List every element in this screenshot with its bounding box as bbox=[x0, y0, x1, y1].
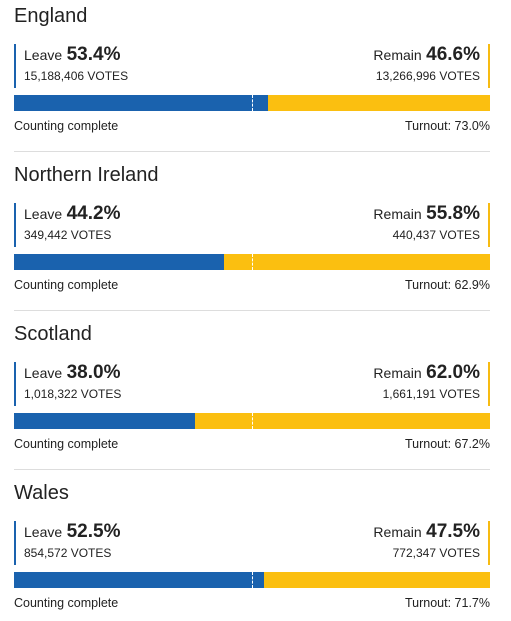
remain-percent: 46.6% bbox=[426, 44, 480, 65]
region-section: Wales Leave 52.5% 854,572 VOTES Remain 47.5… bbox=[0, 477, 511, 621]
remain-segment bbox=[268, 95, 490, 111]
leave-headline: Leave 52.5% bbox=[24, 521, 120, 543]
leave-headline: Leave 53.4% bbox=[24, 44, 128, 66]
leave-segment bbox=[14, 95, 269, 111]
region-name: England bbox=[14, 5, 88, 27]
leave-votes: 349,442 VOTES bbox=[24, 228, 112, 242]
leave-segment bbox=[14, 413, 195, 429]
remain-votes: 1,661,191 VOTES bbox=[382, 387, 480, 401]
leave-percent: 44.2% bbox=[66, 203, 121, 224]
leave-votes: 15,188,406 VOTES bbox=[24, 69, 129, 83]
turnout: Turnout: 73.0% bbox=[404, 119, 490, 133]
remain-votes: 440,437 VOTES bbox=[392, 228, 480, 242]
remain-summary: Remain 62.0% 1,661,191 VOTES bbox=[373, 362, 490, 406]
region-name: Wales bbox=[14, 482, 69, 504]
remain-votes: 772,347 VOTES bbox=[392, 546, 480, 560]
result-bar bbox=[14, 254, 490, 270]
separator bbox=[14, 469, 490, 470]
leave-label: Leave bbox=[24, 47, 63, 63]
remain-summary: Remain 46.6% 13,266,996 VOTES bbox=[373, 44, 490, 88]
separator bbox=[14, 310, 490, 311]
turnout: Turnout: 62.9% bbox=[404, 278, 490, 292]
leave-headline: Leave 38.0% bbox=[24, 362, 121, 384]
counting-status: Counting complete bbox=[14, 119, 119, 133]
leave-summary: Leave 44.2% 349,442 VOTES bbox=[14, 203, 120, 247]
leave-votes: 1,018,322 VOTES bbox=[24, 387, 122, 401]
remain-headline: Remain 62.0% bbox=[373, 362, 480, 384]
leave-votes: 854,572 VOTES bbox=[24, 546, 112, 560]
region-section: Scotland Leave 38.0% 1,018,322 VOTES Remain… bbox=[0, 318, 511, 477]
remain-headline: Remain 46.6% bbox=[373, 44, 480, 66]
separator bbox=[14, 151, 490, 152]
remain-percent: 62.0% bbox=[426, 362, 480, 383]
result-bar bbox=[14, 95, 490, 111]
remain-summary: Remain 47.5% 772,347 VOTES bbox=[373, 521, 490, 565]
counting-status: Counting complete bbox=[14, 437, 119, 451]
leave-label: Leave bbox=[24, 524, 63, 540]
region-section: England Leave 53.4% 15,188,406 VOTES Remain… bbox=[0, 0, 511, 159]
remain-segment bbox=[224, 254, 490, 270]
leave-summary: Leave 52.5% 854,572 VOTES bbox=[14, 521, 120, 565]
remain-headline: Remain 47.5% bbox=[373, 521, 480, 543]
leave-percent: 52.5% bbox=[66, 521, 121, 542]
remain-segment bbox=[263, 572, 490, 588]
region-name: Northern Ireland bbox=[14, 164, 159, 186]
leave-headline: Leave 44.2% bbox=[24, 203, 120, 225]
turnout: Turnout: 67.2% bbox=[404, 437, 490, 451]
remain-headline: Remain 55.8% bbox=[373, 203, 480, 225]
majority-line bbox=[252, 413, 253, 429]
leave-summary: Leave 53.4% 15,188,406 VOTES bbox=[14, 44, 128, 88]
leave-percent: 53.4% bbox=[66, 44, 121, 65]
leave-segment bbox=[14, 254, 225, 270]
leave-summary: Leave 38.0% 1,018,322 VOTES bbox=[14, 362, 121, 406]
region-section: Northern Ireland Leave 44.2% 349,442 VOTES… bbox=[0, 159, 511, 318]
leave-segment bbox=[14, 572, 264, 588]
leave-label: Leave bbox=[24, 206, 63, 222]
majority-line bbox=[252, 254, 253, 270]
remain-label: Remain bbox=[373, 47, 422, 63]
remain-votes: 13,266,996 VOTES bbox=[375, 69, 480, 83]
region-name: Scotland bbox=[14, 323, 92, 345]
result-bar bbox=[14, 572, 490, 588]
remain-percent: 47.5% bbox=[426, 521, 480, 542]
result-bar bbox=[14, 413, 490, 429]
counting-status: Counting complete bbox=[14, 278, 119, 292]
remain-label: Remain bbox=[373, 524, 422, 540]
remain-summary: Remain 55.8% 440,437 VOTES bbox=[373, 203, 490, 247]
leave-percent: 38.0% bbox=[66, 362, 121, 383]
remain-label: Remain bbox=[373, 206, 422, 222]
counting-status: Counting complete bbox=[14, 596, 119, 610]
remain-percent: 55.8% bbox=[426, 203, 480, 224]
majority-line bbox=[252, 95, 253, 111]
majority-line bbox=[252, 572, 253, 588]
leave-label: Leave bbox=[24, 365, 63, 381]
remain-label: Remain bbox=[373, 365, 422, 381]
turnout: Turnout: 71.7% bbox=[404, 596, 490, 610]
remain-segment bbox=[194, 413, 490, 429]
